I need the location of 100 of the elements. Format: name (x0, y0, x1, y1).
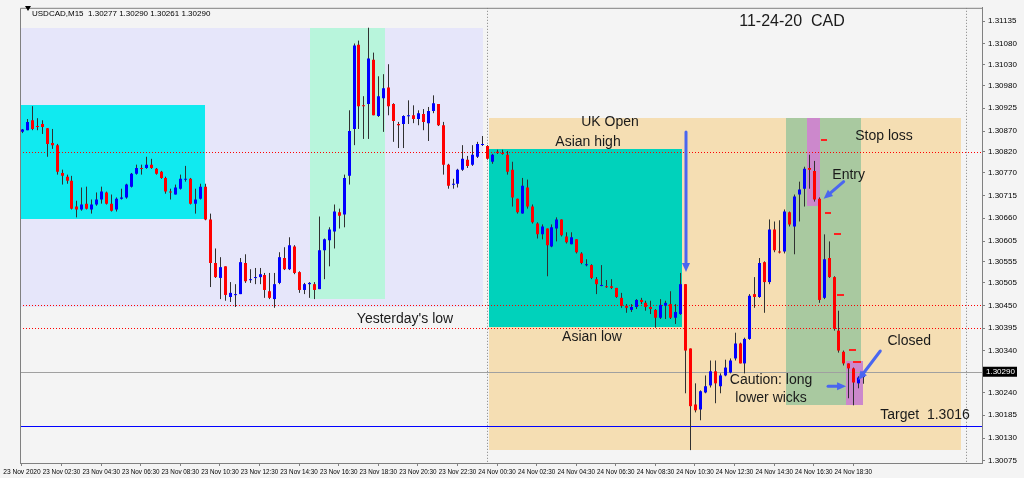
candlestick (427, 106, 430, 142)
y-tick-label: 1.30505 (988, 277, 1018, 287)
candlestick (526, 179, 529, 210)
x-tick-label: 23 Nov 04:30 (82, 466, 120, 477)
candlestick (387, 63, 390, 116)
candlestick (481, 135, 484, 147)
y-tick-label: 1.30240 (988, 387, 1018, 397)
x-tick-label: 23 Nov 2020 (3, 466, 41, 477)
candlestick (402, 114, 405, 149)
candlestick (194, 188, 197, 215)
candlestick (798, 181, 801, 222)
candlestick (654, 308, 657, 329)
candlestick (461, 144, 464, 172)
candlestick (699, 389, 702, 421)
candlestick (169, 188, 172, 201)
x-tick-label: 23 Nov 06:30 (122, 466, 160, 477)
ref-line-label: 1.30290 (986, 366, 1016, 376)
y-tick-label: 1.30980 (988, 80, 1018, 90)
y-tick-label: 1.30770 (988, 167, 1018, 177)
candlestick (773, 221, 776, 253)
y-tick-label: 1.31135 (988, 16, 1017, 26)
candlestick (422, 108, 425, 131)
x-tick-label: 24 Nov 10:30 (676, 466, 714, 477)
y-tick-label: 1.30660 (988, 213, 1018, 223)
candlestick (659, 298, 662, 320)
y-tick-label: 1.30075 (988, 456, 1018, 466)
candlestick (328, 226, 331, 267)
candlestick (437, 103, 440, 127)
x-tick-label: 23 Nov 10:30 (201, 466, 239, 477)
candlestick (254, 267, 257, 285)
x-tick-label: 24 Nov 08:30 (636, 466, 675, 477)
annotation: Caution: long lower wicks (729, 371, 813, 406)
candlestick (283, 246, 286, 271)
y-tick-label: 1.30340 (988, 346, 1018, 356)
candlestick (803, 166, 806, 208)
candlestick (828, 240, 831, 279)
candlestick (778, 219, 781, 254)
x-tick-label: 23 Nov 02:30 (42, 466, 81, 477)
candlestick (531, 203, 534, 225)
candlestick (808, 154, 811, 190)
ref-line-label: Asian high (555, 132, 621, 149)
y-tick-label: 1.30820 (988, 146, 1018, 156)
x-tick-label: 24 Nov 02:30 (517, 466, 556, 477)
x-tick-label: 24 Nov 00:30 (478, 466, 516, 477)
candlestick (214, 247, 217, 279)
candlestick (273, 272, 276, 309)
candlestick (51, 128, 54, 150)
x-tick-label: 23 Nov 16:30 (319, 466, 358, 477)
candlestick (31, 105, 34, 131)
candlestick (323, 238, 326, 280)
candlestick (456, 168, 459, 188)
x-tick-label: 23 Nov 18:30 (359, 466, 398, 477)
candlestick (268, 272, 271, 300)
candlestick (377, 75, 380, 118)
candlestick (338, 208, 341, 230)
candlestick (80, 186, 83, 212)
candlestick (382, 73, 385, 133)
candlestick (36, 117, 39, 131)
candlestick (234, 283, 237, 308)
candlestick (694, 382, 697, 413)
candlestick (249, 268, 252, 284)
y-tick-label: 1.30555 (988, 256, 1018, 266)
candlestick (555, 216, 558, 242)
candlestick (298, 270, 301, 294)
candlestick (847, 362, 850, 399)
candlestick (664, 300, 667, 320)
annotation: Entry (832, 165, 865, 182)
chart-subtitle: USDCAD,M15 1.30277 1.30290 1.30261 1.30290 (32, 9, 211, 18)
x-tick-label: 24 Nov 04:30 (557, 466, 595, 477)
annotation: UK Open (581, 112, 639, 129)
candlestick (362, 95, 365, 140)
candlestick (140, 164, 143, 176)
y-tick-label: 1.30605 (988, 236, 1018, 246)
candlestick (471, 144, 474, 167)
y-tick-label: 1.30450 (988, 300, 1018, 310)
candlestick (392, 102, 395, 143)
annotation: Stop loss (855, 126, 913, 143)
x-tick-label: 23 Nov 08:30 (161, 466, 200, 477)
candlestick (714, 360, 717, 404)
y-tick-label: 1.30715 (988, 190, 1018, 200)
x-tick-label: 24 Nov 18:30 (834, 466, 873, 477)
x-tick-label: 23 Nov 12:30 (240, 466, 279, 477)
chart-title: 11-24-20 CAD (739, 12, 845, 30)
x-tick-label: 24 Nov 12:30 (715, 466, 754, 477)
candlestick (674, 303, 677, 325)
x-tick-label: 24 Nov 14:30 (755, 466, 793, 477)
ref-line-label: Target 1.3016 (880, 405, 970, 422)
candlestick (546, 228, 549, 277)
candlestick (550, 223, 553, 248)
candlestick (709, 360, 712, 388)
y-tick-label: 1.31030 (988, 59, 1018, 69)
annotation: Closed (887, 331, 932, 348)
candlestick (263, 272, 266, 299)
y-tick-label: 1.30185 (988, 410, 1018, 420)
candlestick (407, 99, 410, 125)
y-tick-label: 1.31080 (988, 39, 1018, 49)
candlestick (46, 127, 49, 158)
candlestick (763, 260, 766, 314)
ref-line-label: Asian low (562, 328, 623, 344)
candlestick (184, 165, 187, 183)
